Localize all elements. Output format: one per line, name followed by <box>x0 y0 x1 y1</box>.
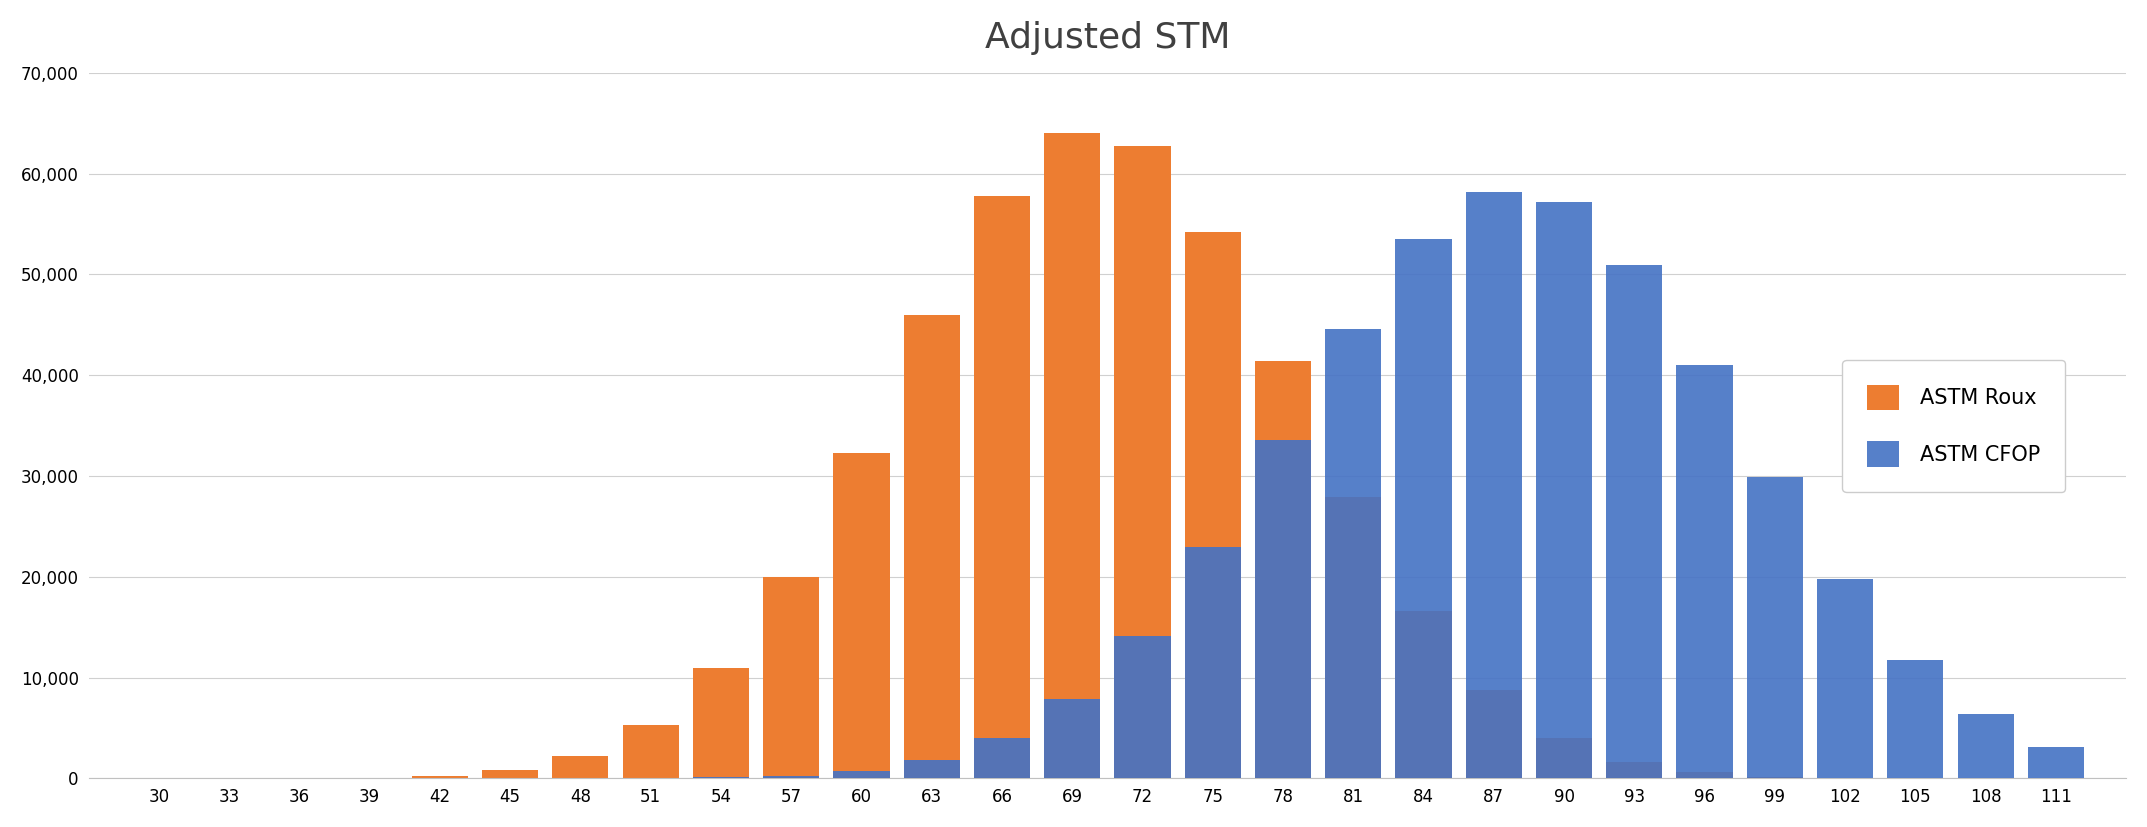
Bar <box>1325 497 1381 778</box>
Bar <box>833 771 889 778</box>
Legend: ASTM Roux, ASTM CFOP: ASTM Roux, ASTM CFOP <box>1842 360 2065 492</box>
Bar <box>1535 202 1593 778</box>
Bar <box>1254 440 1312 778</box>
Bar <box>833 453 889 778</box>
Bar <box>483 770 539 778</box>
Bar <box>341 777 397 778</box>
Bar <box>1185 547 1241 778</box>
Bar <box>1043 699 1099 778</box>
Bar <box>693 777 749 778</box>
Bar <box>1535 738 1593 778</box>
Bar <box>1816 580 1872 778</box>
Bar <box>1958 715 2014 778</box>
Bar <box>1043 133 1099 778</box>
Bar <box>1114 636 1170 778</box>
Bar <box>975 197 1031 778</box>
Bar <box>552 756 608 778</box>
Bar <box>904 760 960 778</box>
Bar <box>1254 361 1312 778</box>
Bar <box>1677 365 1733 778</box>
Bar <box>1185 232 1241 778</box>
Bar <box>1396 611 1451 778</box>
Bar <box>1325 329 1381 778</box>
Bar <box>1887 659 1943 778</box>
Bar <box>1606 762 1662 778</box>
Bar <box>1748 777 1803 778</box>
Bar <box>1466 192 1522 778</box>
Bar <box>904 315 960 778</box>
Bar <box>1748 477 1803 778</box>
Bar <box>2027 747 2085 778</box>
Bar <box>623 725 678 778</box>
Bar <box>1466 691 1522 778</box>
Bar <box>1396 239 1451 778</box>
Title: Adjusted STM: Adjusted STM <box>985 21 1230 55</box>
Bar <box>975 738 1031 778</box>
Bar <box>693 668 749 778</box>
Bar <box>412 776 468 778</box>
Bar <box>762 576 820 778</box>
Bar <box>1114 146 1170 778</box>
Bar <box>762 776 820 778</box>
Bar <box>1677 772 1733 778</box>
Bar <box>1606 265 1662 778</box>
